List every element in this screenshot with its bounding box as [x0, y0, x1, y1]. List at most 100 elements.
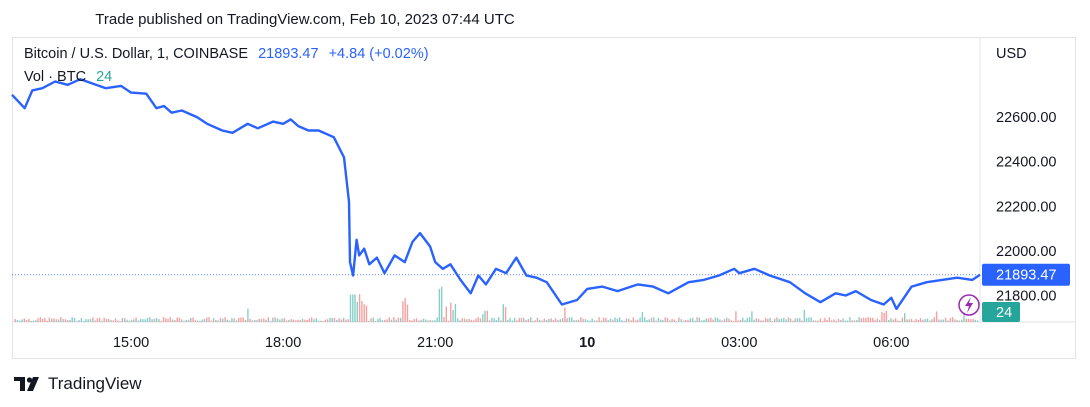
volume-bar: [915, 319, 917, 322]
volume-bar: [876, 318, 878, 322]
volume-bar: [322, 321, 324, 322]
y-tick-label: 22000.00: [996, 244, 1056, 260]
volume-bar: [352, 294, 354, 322]
volume-bar: [737, 320, 739, 322]
tradingview-footer[interactable]: TradingView: [14, 374, 142, 394]
volume-bar: [425, 319, 427, 322]
volume-bar: [849, 317, 851, 322]
volume-bar: [502, 304, 504, 322]
volume-bar: [413, 319, 415, 322]
price-line[interactable]: [11, 78, 981, 311]
volume-bar: [767, 318, 769, 322]
volume-bar: [774, 318, 776, 322]
volume-bar: [62, 319, 64, 322]
volume-bar: [935, 311, 938, 322]
volume-bar: [108, 319, 110, 322]
volume-bar: [821, 320, 824, 322]
chart-frame: [12, 37, 1076, 359]
volume-bar: [215, 319, 217, 322]
volume-bar: [25, 320, 28, 322]
volume-bar: [295, 320, 297, 322]
volume-bar: [247, 308, 249, 322]
volume-bar: [712, 319, 714, 322]
volume-bar: [306, 320, 308, 322]
volume-bar: [327, 319, 329, 322]
volume-bar: [792, 320, 794, 322]
volume-bar: [568, 317, 571, 322]
volume-bar: [794, 318, 796, 322]
volume-bar: [44, 317, 46, 322]
volume-bar: [949, 318, 951, 322]
volume-bar: [917, 320, 920, 322]
volume-bar: [128, 320, 130, 322]
volume-bar: [689, 318, 691, 322]
tradingview-logo-icon: [14, 377, 39, 391]
volume-bar: [835, 320, 837, 322]
volume-bar: [758, 319, 760, 322]
volume-bar: [126, 319, 128, 322]
volume-bar: [545, 319, 548, 322]
volume-bar: [678, 317, 680, 322]
volume-bar: [130, 319, 133, 322]
volume-bar: [244, 320, 247, 322]
volume-bar: [361, 301, 363, 322]
x-tick-label: 03:00: [721, 335, 757, 351]
volume-bar: [922, 319, 924, 322]
volume-bar: [171, 319, 174, 322]
volume-bar: [219, 317, 222, 322]
volume-bar: [655, 320, 657, 322]
current-volume-label-bg: [982, 302, 1020, 322]
y-axis-title: USD: [996, 46, 1027, 62]
volume-bar: [475, 318, 477, 322]
volume-bar: [206, 317, 208, 322]
volume-bar: [222, 318, 224, 322]
volume-bar: [621, 320, 623, 322]
volume-bar: [57, 319, 60, 322]
volume-bar: [530, 317, 532, 322]
volume-bar: [518, 318, 520, 322]
volume-bar: [862, 317, 865, 322]
y-tick-label: 21800.00: [996, 289, 1056, 305]
volume-bar: [696, 317, 698, 322]
volume-bar: [675, 321, 678, 322]
symbol-legend[interactable]: Bitcoin / U.S. Dollar, 1, COINBASE 21893…: [24, 46, 429, 62]
volume-bar: [573, 320, 575, 322]
volume-bar: [511, 320, 514, 322]
volume-bar: [723, 319, 726, 322]
volume-bar: [543, 318, 545, 322]
volume-bar: [124, 318, 126, 322]
volume-bar: [317, 320, 320, 322]
volume-bar: [824, 317, 826, 322]
volume-bar: [441, 286, 443, 322]
volume-bar: [509, 317, 511, 322]
volume-bar: [552, 320, 555, 322]
volume-bar: [874, 320, 876, 322]
volume-bar: [338, 318, 340, 322]
volume-bar: [842, 318, 844, 322]
volume-bar: [329, 317, 331, 322]
volume-bar: [605, 317, 607, 322]
volume-bar: [742, 317, 744, 322]
volume-bar: [274, 317, 276, 322]
volume-bar: [78, 320, 80, 322]
volume-bar: [787, 317, 790, 322]
volume-bar: [238, 318, 240, 322]
volume-bar: [514, 317, 516, 322]
x-tick-label: 15:00: [113, 335, 149, 351]
volume-bar: [486, 310, 488, 322]
volume-bar: [783, 317, 785, 322]
volume-bar: [856, 319, 858, 322]
price-change: +4.84 (+0.02%): [328, 46, 429, 62]
volume-bar: [199, 320, 201, 322]
volume-legend[interactable]: Vol · BTC 24: [24, 69, 112, 85]
volume-bar: [470, 319, 473, 322]
volume-bar: [488, 320, 491, 322]
volume-bar: [80, 318, 83, 322]
volume-bar: [525, 320, 527, 322]
volume-bar: [345, 319, 347, 322]
volume-bar: [833, 319, 835, 322]
volume-bar: [703, 319, 705, 322]
volume-bar: [853, 320, 856, 322]
volume-bar: [746, 317, 748, 322]
